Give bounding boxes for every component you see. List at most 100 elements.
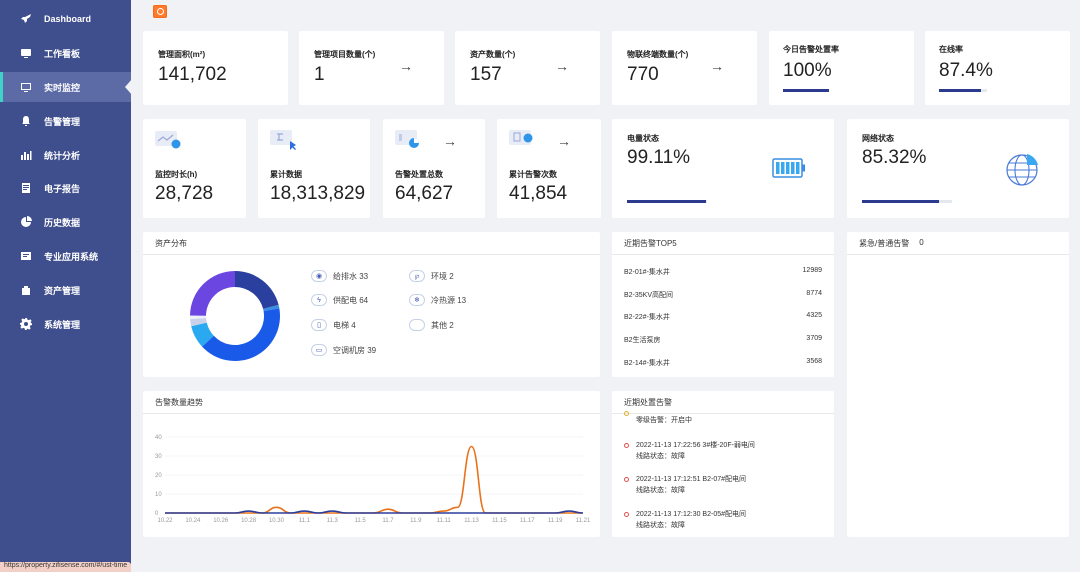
top5-name: B2生活泵房	[624, 337, 661, 344]
stat-card-area: 管理面积(m²) 141,702	[143, 31, 288, 105]
donut-slice[interactable]	[263, 304, 280, 312]
progress-bar	[783, 89, 829, 92]
progress-fill	[862, 200, 939, 203]
legend-item-elevator[interactable]: ▯ 电梯 4	[311, 319, 356, 331]
x-tick-label: 11.21	[576, 518, 591, 524]
stat-label: 网络状态	[862, 134, 894, 143]
asset-distribution-panel: 资产分布 ◉ 给排水 33 ℘ 环境 2 ϟ 供配电 64 ❄ 冷热源 13 ▯ 电梯 4…	[143, 232, 600, 377]
divider	[143, 254, 600, 255]
donut-slice[interactable]	[190, 315, 207, 320]
x-tick-label: 10.24	[185, 518, 201, 524]
alarm-count-icon	[509, 130, 533, 145]
stat-card-projects[interactable]: 管理项目数量(个) 1 →	[299, 31, 444, 105]
sidebar-item-history-data[interactable]: 历史数据	[0, 207, 131, 237]
arrow-right-icon[interactable]: →	[399, 58, 413, 74]
divider	[612, 254, 834, 255]
sidebar-item-label: 专业应用系统	[44, 251, 99, 262]
stat-value: 28,728	[155, 183, 214, 204]
environment-icon: ℘	[409, 270, 425, 282]
urgent-title: 紧急/普通告警	[859, 239, 910, 248]
timeline-subtext: 线路状态：故障	[636, 487, 685, 494]
status-dot	[624, 411, 629, 416]
legend-label: 电梯 4	[333, 320, 356, 330]
section-title: 告警数量趋势	[155, 398, 203, 407]
stat-card-iot[interactable]: 物联终端数量(个) 770 →	[612, 31, 757, 105]
timeline-subtext: 线路状态：故障	[636, 453, 685, 460]
sidebar-item-alarm-management[interactable]: 告警管理	[0, 106, 131, 136]
status-dot	[624, 443, 629, 448]
arrow-right-icon[interactable]: →	[555, 58, 569, 74]
arrow-right-icon[interactable]: →	[443, 133, 457, 149]
x-tick-label: 10.30	[269, 518, 285, 524]
legend-item-ac-room[interactable]: ▭ 空调机房 39	[311, 344, 376, 356]
sidebar-item-system-management[interactable]: 系统管理	[0, 309, 131, 339]
app-icon	[20, 250, 32, 262]
donut-slice[interactable]	[190, 271, 235, 316]
series-line	[164, 445, 583, 514]
sidebar-item-realtime-monitor[interactable]: 实时监控	[0, 72, 132, 102]
progress-bar	[862, 200, 952, 203]
refresh-icon[interactable]	[153, 5, 167, 18]
stat-card-online-rate: 在线率 87.4%	[925, 31, 1070, 105]
sidebar-item-label: 资产管理	[44, 285, 81, 296]
list-item[interactable]: B2-35KV高配间 8774	[624, 290, 822, 300]
sidebar-item-label: 系统管理	[44, 319, 81, 330]
legend-item-power[interactable]: ϟ 供配电 64	[311, 294, 368, 306]
stat-card-assets[interactable]: 资产数量(个) 157 →	[455, 31, 600, 105]
recent-handled-panel: 近期处置告警 零级告警：开启中 2022-11-13 17:22:56 3#楼-…	[612, 391, 834, 537]
stat-card-total-alarms[interactable]: → 累计告警次数 41,854	[497, 119, 601, 218]
sidebar-item-dashboard[interactable]: Dashboard	[0, 4, 131, 34]
progress-fill	[627, 200, 707, 203]
stat-label: 监控时长(h)	[155, 170, 198, 179]
top5-name: B2-22#-集水井	[624, 314, 670, 321]
sidebar-item-asset-management[interactable]: 资产管理	[0, 275, 131, 305]
list-item[interactable]: B2-14#-集水井 3568	[624, 358, 822, 368]
sidebar-item-e-report[interactable]: 电子报告	[0, 173, 131, 203]
donut-slice[interactable]	[191, 322, 214, 347]
donut-slice[interactable]	[235, 271, 279, 309]
stat-card-alarm-handle-rate: 今日告警处置率 100%	[769, 31, 914, 105]
y-tick-label: 10	[155, 492, 162, 498]
top5-name: B2-01#-集水井	[624, 269, 670, 276]
x-tick-label: 10.22	[157, 518, 173, 524]
list-item[interactable]: B2-01#-集水井 12989	[624, 267, 822, 277]
section-title: 近期处置告警	[624, 398, 672, 407]
list-item[interactable]: B2-22#-集水井 4325	[624, 312, 822, 322]
legend-item-other[interactable]: 其他 2	[409, 319, 454, 331]
legend-item-water[interactable]: ◉ 给排水 33	[311, 270, 368, 282]
stat-value: 64,627	[395, 183, 454, 204]
x-tick-label: 10.26	[213, 518, 229, 524]
report-icon	[20, 182, 32, 194]
urgent-alarm-panel: 紧急/普通告警 0	[847, 232, 1069, 537]
progress-bar	[939, 89, 987, 92]
pie-chart-icon	[395, 130, 419, 148]
rocket-icon	[20, 13, 32, 25]
x-tick-label: 11.13	[464, 518, 479, 524]
legend-item-hvac-source[interactable]: ❄ 冷热源 13	[409, 294, 466, 306]
arrow-right-icon[interactable]: →	[557, 133, 571, 149]
x-tick-label: 11.17	[520, 518, 535, 524]
stat-card-monitor-hours: 监控时长(h) 28,728	[143, 119, 246, 218]
y-tick-label: 30	[155, 454, 162, 460]
timeline-text: 2022-11-13 17:12:51 B2-07#配电间	[636, 476, 746, 483]
sidebar-item-statistics[interactable]: 统计分析	[0, 140, 131, 170]
legend-label: 冷热源 13	[431, 295, 467, 305]
stat-value: 99.11%	[627, 147, 691, 168]
stat-value: 770	[627, 64, 659, 85]
stat-card-alarm-handled[interactable]: → 告警处置总数 64,627	[383, 119, 485, 218]
section-title: 紧急/普通告警 0	[859, 238, 924, 249]
list-item[interactable]: B2生活泵房 3709	[624, 335, 822, 345]
arrow-right-icon[interactable]: →	[710, 58, 724, 74]
donut-slice[interactable]	[202, 308, 280, 361]
sidebar-item-professional-apps[interactable]: 专业应用系统	[0, 241, 131, 271]
sidebar-item-workboard[interactable]: 工作看板	[0, 38, 131, 68]
legend-label: 给排水 33	[333, 271, 369, 281]
legend-item-environment[interactable]: ℘ 环境 2	[409, 270, 454, 282]
trend-icon	[155, 131, 181, 149]
donut-slice[interactable]	[190, 318, 207, 327]
alarm-top5-panel: 近期告警TOP5 B2-01#-集水井 12989 B2-35KV高配间 8774 …	[612, 232, 834, 377]
x-tick-label: 11.9	[410, 518, 422, 524]
x-tick-label: 11.11	[437, 518, 452, 524]
network-status-card: 网络状态 85.32%	[847, 119, 1069, 218]
bar-chart-icon	[20, 149, 32, 161]
